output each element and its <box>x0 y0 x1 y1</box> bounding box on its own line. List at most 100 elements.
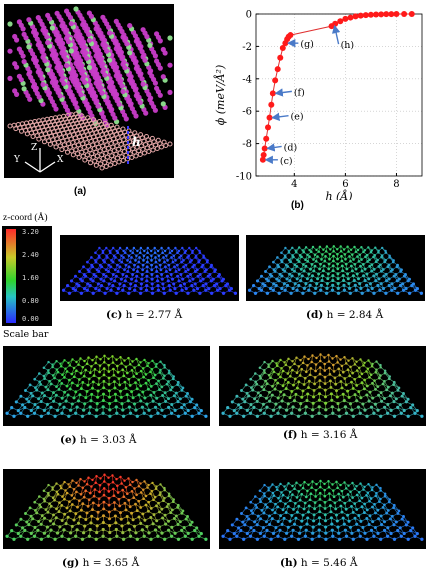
carbon-atom <box>244 383 248 387</box>
carbon-atom <box>141 268 145 272</box>
carbon-atom <box>28 506 32 510</box>
carbon-atom <box>351 274 355 278</box>
carbon-atom <box>156 284 160 288</box>
carbon-atom <box>384 272 388 276</box>
lattice <box>5 473 208 541</box>
carbon-atom <box>176 400 180 404</box>
carbon-atom <box>14 523 18 527</box>
carbon-atom <box>301 291 305 295</box>
carbon-atom <box>352 258 355 261</box>
carbon-atom <box>319 262 322 266</box>
graphene-sheet-image <box>61 246 238 295</box>
carbon-atom <box>204 537 208 541</box>
carbon-atom <box>171 500 175 504</box>
carbon-atom <box>114 405 118 409</box>
carbon-atom <box>112 494 116 498</box>
carbon-atom <box>147 379 150 382</box>
carbon-atom <box>182 259 185 262</box>
carbon-atom <box>308 373 312 377</box>
carbon-atom <box>298 408 302 412</box>
carbon-atom <box>176 506 180 509</box>
carbon-atom <box>368 390 372 394</box>
carbon-atom <box>48 519 52 523</box>
carbon-atom <box>48 502 51 506</box>
carbon-atom <box>137 393 141 397</box>
carbon-atom <box>102 500 106 504</box>
data-point <box>259 156 266 163</box>
carbon-atom <box>317 250 320 253</box>
carbon-atom <box>273 269 277 273</box>
atom <box>93 80 99 86</box>
carbon-atom <box>157 501 160 505</box>
carbon-atom <box>304 246 308 249</box>
carbon-atom <box>137 484 141 488</box>
carbon-atom <box>370 269 374 273</box>
carbon-atom <box>42 489 46 493</box>
atom <box>26 71 32 77</box>
carbon-atom <box>332 259 335 263</box>
carbon-atom <box>132 524 137 528</box>
carbon-atom <box>27 400 31 404</box>
carbon-atom <box>130 256 133 259</box>
carbon-atom <box>118 259 121 262</box>
carbon-atom <box>372 268 376 271</box>
atom <box>107 57 113 63</box>
carbon-atom <box>331 269 335 273</box>
carbon-atom <box>61 495 64 498</box>
sheet-atom <box>106 158 112 164</box>
carbon-atom <box>38 372 41 375</box>
carbon-atom <box>147 362 150 365</box>
carbon-atom <box>126 399 130 403</box>
atom <box>64 35 70 41</box>
carbon-atom <box>329 385 333 389</box>
carbon-atom <box>91 478 94 482</box>
carbon-atom <box>71 287 75 291</box>
carbon-atom <box>290 274 294 278</box>
carbon-atom <box>176 383 180 386</box>
carbon-atom <box>311 408 315 412</box>
data-point <box>347 14 354 21</box>
carbon-atom <box>164 265 167 269</box>
carbon-atom <box>313 291 317 295</box>
carbon-atom <box>267 365 270 369</box>
carbon-atom <box>195 246 198 250</box>
carbon-atom <box>302 383 306 386</box>
carbon-atom <box>94 361 97 365</box>
carbon-atom <box>167 380 170 383</box>
atom <box>16 73 22 79</box>
carbon-atom <box>146 251 149 254</box>
carbon-atom <box>265 382 269 385</box>
carbon-atom <box>254 380 258 384</box>
carbon-atom <box>306 364 309 367</box>
caption-d: (d) h = 2.84 Å <box>306 309 383 321</box>
carbon-atom <box>358 411 362 415</box>
carbon-atom <box>42 531 47 535</box>
carbon-atom <box>137 378 141 382</box>
atom <box>86 64 92 71</box>
carbon-atom <box>80 279 84 283</box>
carbon-atom <box>149 393 153 397</box>
caption-value: h = 2.77 Å <box>122 309 183 321</box>
carbon-atom <box>97 504 100 507</box>
carbon-atom <box>124 508 128 512</box>
carbon-atom <box>111 284 115 288</box>
carbon-atom <box>195 268 199 272</box>
carbon-atom <box>114 521 118 525</box>
carbon-atom <box>97 376 101 380</box>
carbon-atom <box>156 534 160 538</box>
carbon-atom <box>112 254 116 257</box>
carbon-atom <box>115 411 119 415</box>
carbon-atom <box>131 360 134 363</box>
carbon-atom <box>288 279 292 283</box>
carbon-atom <box>174 514 178 518</box>
carbon-atom <box>298 246 301 249</box>
carbon-atom <box>306 253 309 257</box>
carbon-atom <box>313 382 316 386</box>
carbon-atom <box>150 489 154 493</box>
carbon-atom <box>332 245 335 248</box>
carbon-atom <box>290 268 294 271</box>
carbon-atom <box>65 491 69 495</box>
carbon-atom <box>272 282 276 286</box>
carbon-atom <box>134 408 138 412</box>
carbon-atom <box>337 408 341 412</box>
